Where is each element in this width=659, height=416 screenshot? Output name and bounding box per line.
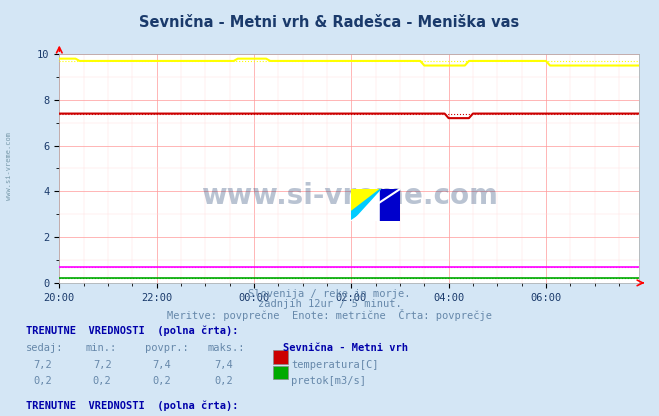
Text: www.si-vreme.com: www.si-vreme.com [201, 182, 498, 210]
Text: maks.:: maks.: [208, 343, 245, 353]
Text: Meritve: povprečne  Enote: metrične  Črta: povprečje: Meritve: povprečne Enote: metrične Črta:… [167, 309, 492, 321]
Text: TRENUTNE  VREDNOSTI  (polna črta):: TRENUTNE VREDNOSTI (polna črta): [26, 400, 239, 411]
Text: 0,2: 0,2 [152, 376, 171, 386]
Text: Sevnična - Metni vrh & Radešca - Meniška vas: Sevnična - Metni vrh & Radešca - Meniška… [139, 15, 520, 30]
Text: www.si-vreme.com: www.si-vreme.com [5, 132, 12, 201]
Text: 7,4: 7,4 [152, 360, 171, 370]
Text: min.:: min.: [86, 343, 117, 353]
Text: sedaj:: sedaj: [26, 343, 64, 353]
Text: povpr.:: povpr.: [145, 343, 188, 353]
Text: 7,2: 7,2 [34, 360, 52, 370]
Text: Slovenija / reke in morje.: Slovenija / reke in morje. [248, 289, 411, 299]
Text: temperatura[C]: temperatura[C] [291, 360, 379, 370]
Text: Sevnična - Metni vrh: Sevnična - Metni vrh [283, 343, 409, 353]
Text: 7,2: 7,2 [93, 360, 111, 370]
Text: 0,2: 0,2 [93, 376, 111, 386]
Text: 7,4: 7,4 [215, 360, 233, 370]
Text: TRENUTNE  VREDNOSTI  (polna črta):: TRENUTNE VREDNOSTI (polna črta): [26, 325, 239, 336]
Text: zadnjih 12ur / 5 minut.: zadnjih 12ur / 5 minut. [258, 299, 401, 309]
Text: 0,2: 0,2 [215, 376, 233, 386]
Text: pretok[m3/s]: pretok[m3/s] [291, 376, 366, 386]
Text: 0,2: 0,2 [34, 376, 52, 386]
